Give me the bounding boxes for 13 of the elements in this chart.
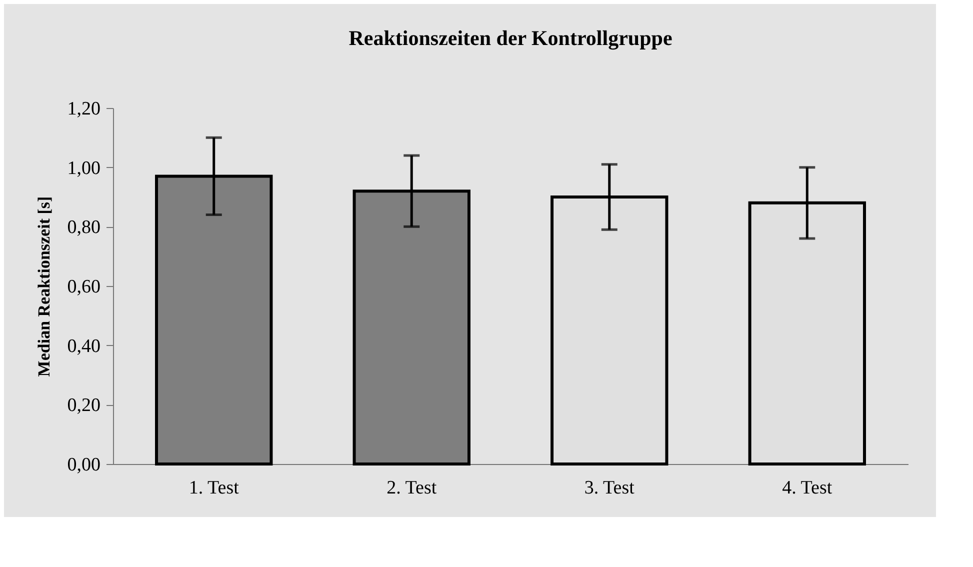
x-tick-label: 1. Test — [188, 478, 240, 498]
x-tick-label: 3. Test — [584, 478, 636, 498]
y-tick-label: 0,40 — [67, 336, 100, 357]
y-tick-label: 1,20 — [67, 98, 100, 120]
y-tick-label: 0,80 — [67, 217, 100, 238]
y-tick-label: 0,20 — [67, 395, 100, 416]
y-tick-label: 1,00 — [67, 158, 100, 179]
x-tick-label: 2. Test — [386, 478, 438, 498]
x-tick-label: 4. Test — [782, 478, 833, 498]
chart-title: Reaktionszeiten der Kontrollgruppe — [348, 26, 672, 50]
y-tick-label: 0,00 — [67, 454, 100, 476]
y-axis-title: Median Reaktionszeit [s] — [34, 196, 54, 377]
y-tick-label: 0,60 — [67, 276, 100, 298]
